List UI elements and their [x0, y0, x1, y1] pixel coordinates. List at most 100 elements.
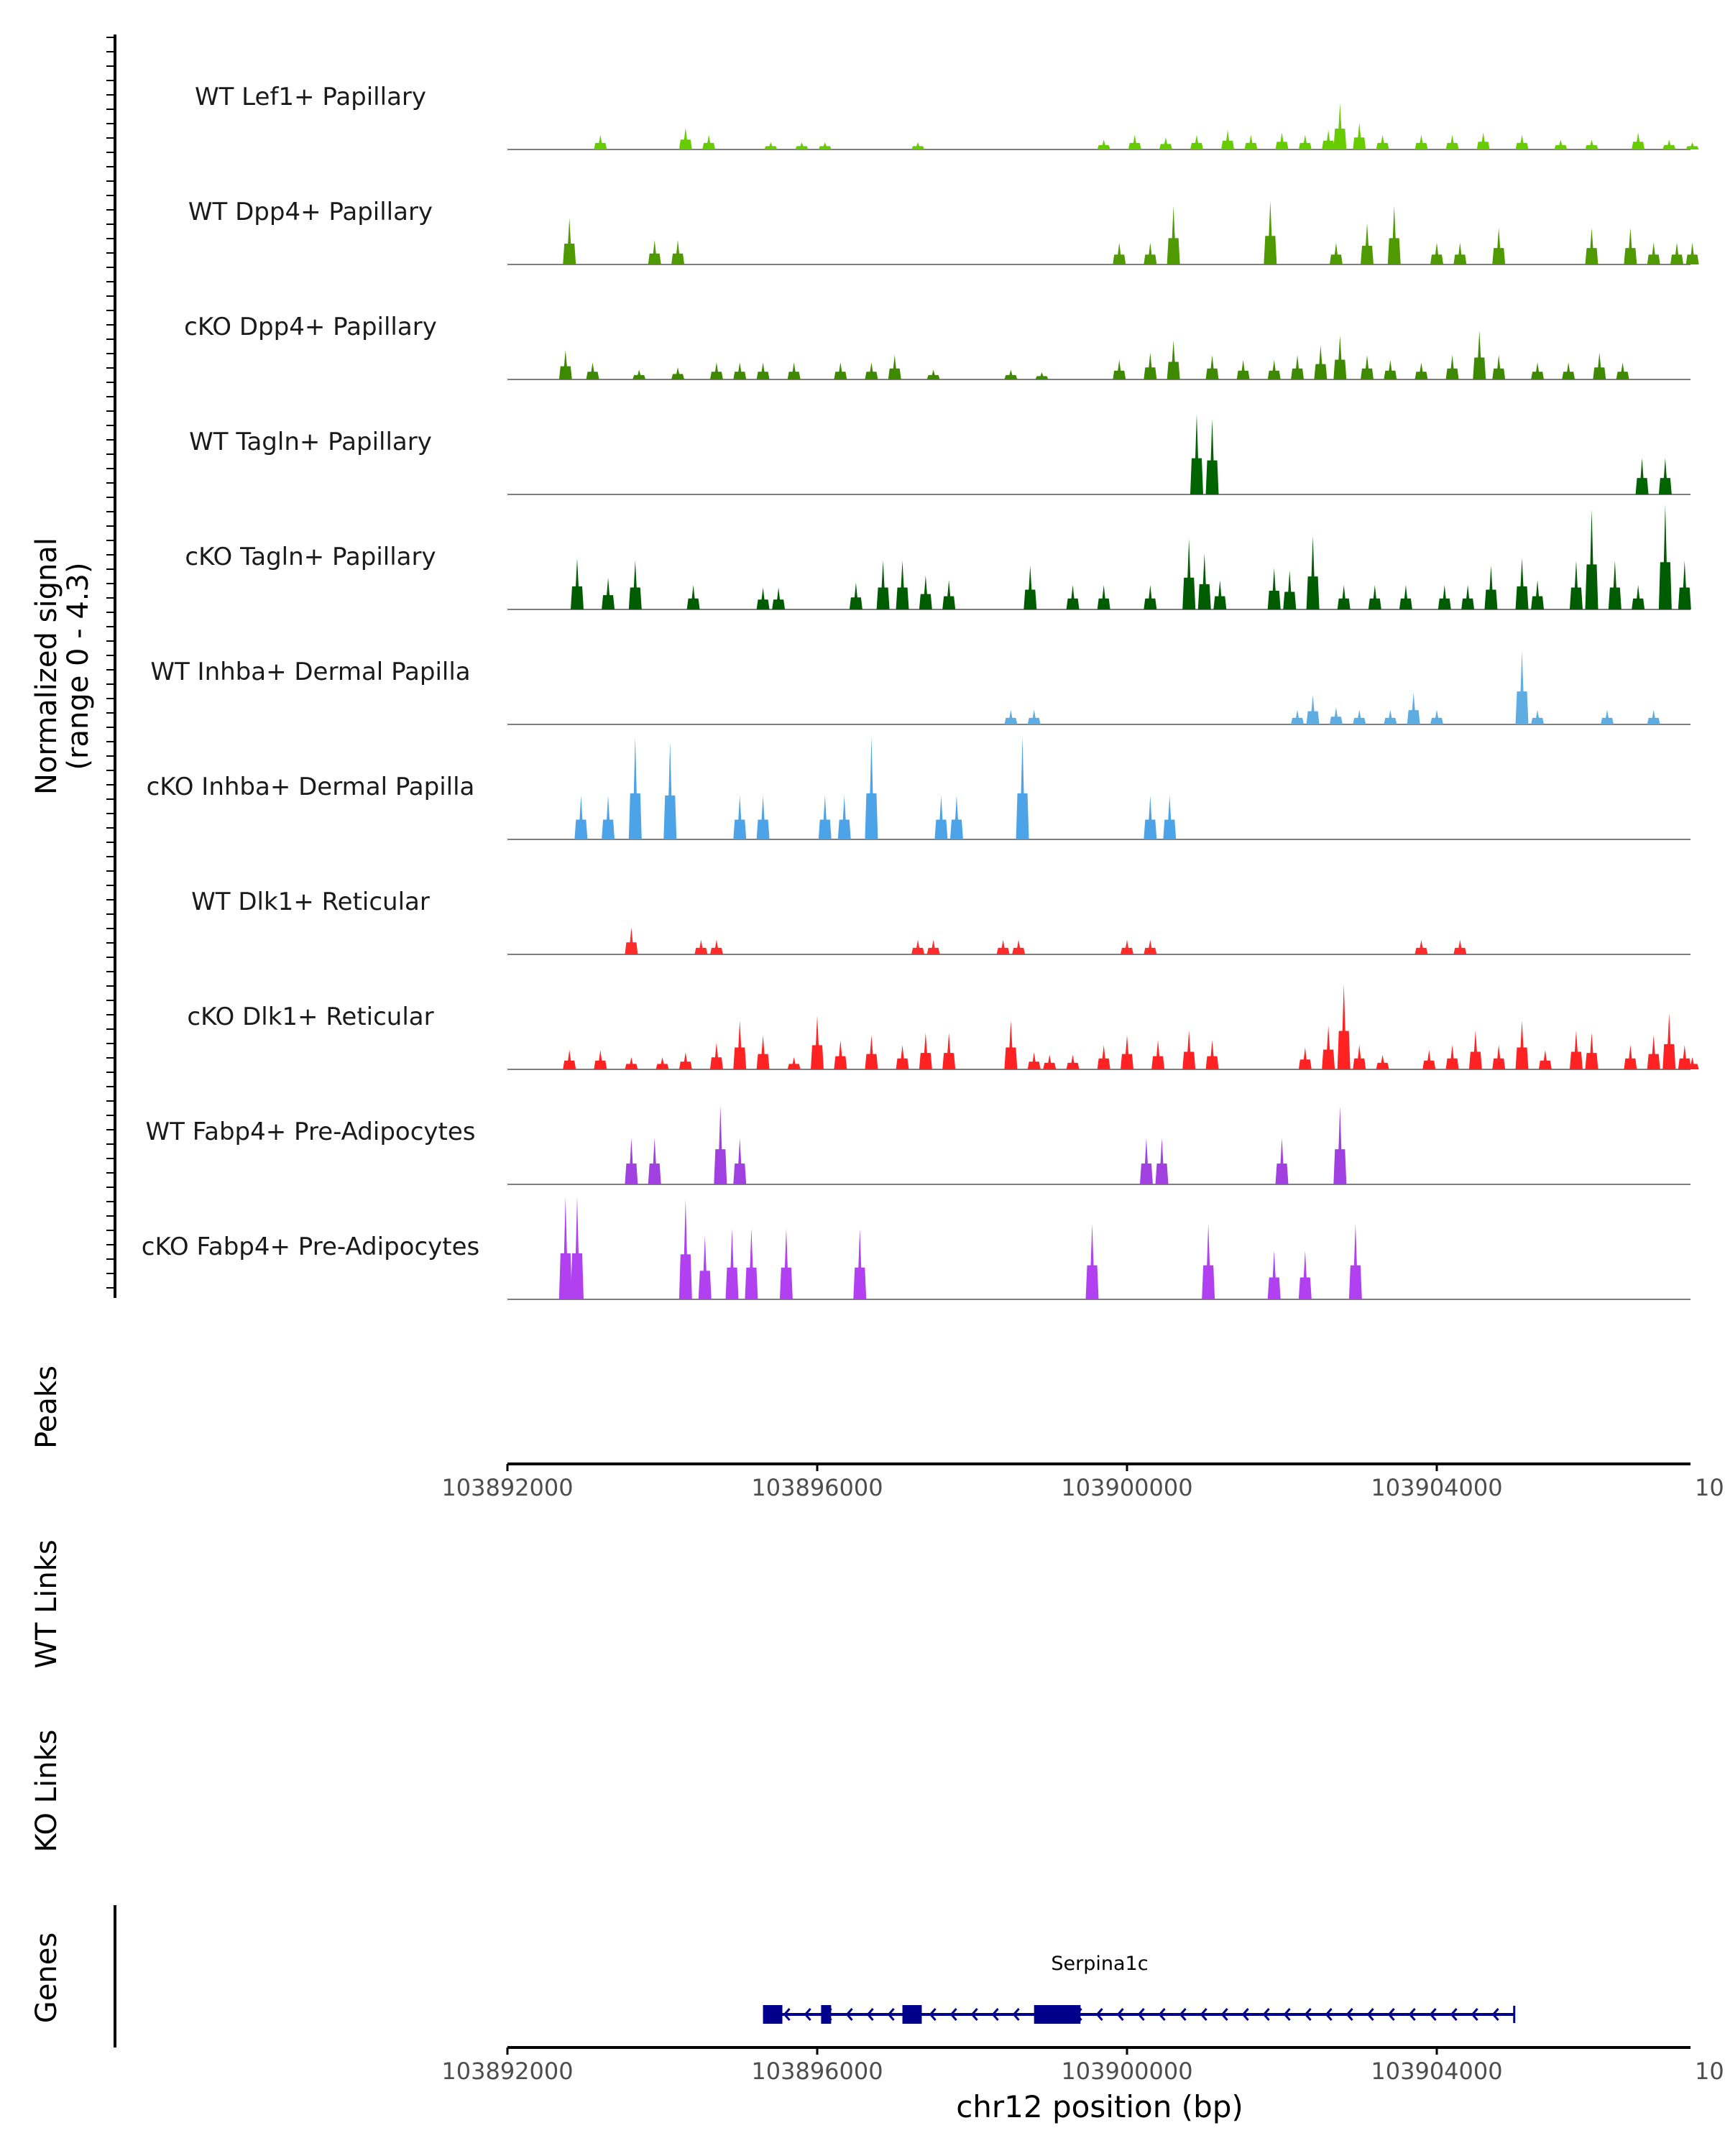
signal-peak [570, 558, 584, 609]
signal-peak [1085, 1223, 1099, 1299]
signal-peak [1438, 585, 1451, 609]
signal-peak [1306, 695, 1320, 724]
genes-track-label: Genes [30, 1932, 63, 2023]
signal-peak [648, 1138, 661, 1184]
signal-peak [1387, 206, 1401, 264]
signal-peak [1205, 1040, 1219, 1069]
signal-peak [1024, 565, 1037, 609]
signal-peak [663, 742, 677, 839]
signal-peak [1453, 939, 1467, 954]
signal-peak [1190, 413, 1203, 494]
signal-peak [1182, 1030, 1196, 1069]
signal-peak [1662, 1013, 1676, 1069]
signal-peak [1291, 709, 1305, 724]
signal-peak [1066, 1054, 1080, 1069]
signal-peak [1121, 939, 1133, 954]
strand-arrow [1137, 2008, 1145, 2021]
signal-peak [911, 939, 925, 954]
signal-peak [1004, 1021, 1018, 1069]
strand-arrow [845, 2008, 853, 2021]
signal-peak [1027, 709, 1041, 724]
signal-peak [1658, 505, 1672, 609]
signal-peak [1685, 142, 1699, 149]
signal-peak [625, 1057, 638, 1069]
x-tick-label: 103892000 [441, 2058, 573, 2085]
signal-peak [558, 1197, 572, 1299]
signal-peak [1562, 362, 1576, 379]
signal-peak [1182, 538, 1196, 609]
coverage-track: WT Inhba+ Dermal Papilla [150, 651, 1690, 725]
signal-peak [1647, 709, 1660, 724]
signal-peak [1468, 1030, 1482, 1069]
signal-peak [1515, 1021, 1529, 1069]
signal-peak [1658, 458, 1672, 494]
signal-peak [1361, 355, 1374, 379]
signal-peak [1632, 585, 1645, 609]
signal-peak [709, 1042, 723, 1069]
signal-peak [1329, 707, 1343, 724]
signal-peak [648, 240, 661, 264]
y-axis-label-line1: Normalized signal [30, 538, 63, 795]
signal-peak [811, 1015, 824, 1069]
strand-arrow [783, 2008, 791, 2021]
signal-peak [671, 240, 685, 264]
signal-peak [733, 1021, 747, 1069]
signal-peak [733, 362, 747, 379]
signal-peak [709, 939, 723, 954]
signal-peak [795, 142, 809, 149]
signal-peak [1585, 509, 1598, 609]
signal-peak [725, 1228, 739, 1299]
signal-peak [1585, 1033, 1598, 1069]
signal-peak [818, 142, 832, 149]
signal-peak [709, 362, 723, 379]
track-label: WT Inhba+ Dermal Papilla [150, 658, 470, 686]
x-axis-bottom: 103892000 103896000 103900000 103904000 1039… [441, 2046, 1725, 2085]
strand-arrow [1304, 2008, 1312, 2021]
strand-arrow [1408, 2008, 1416, 2021]
signal-peak [1368, 585, 1381, 609]
signal-peak [1531, 709, 1545, 724]
signal-peak [1662, 139, 1676, 149]
signal-peak [1275, 132, 1289, 149]
signal-peak [1422, 1049, 1436, 1069]
coverage-track: cKO Tagln+ Papillary [185, 505, 1691, 610]
signal-peak [1306, 536, 1320, 609]
signal-peak [853, 1228, 867, 1299]
signal-peak [1647, 1035, 1660, 1069]
signal-peak [678, 1052, 692, 1069]
signal-peak [1361, 223, 1374, 264]
signal-peak [1333, 103, 1347, 149]
signal-peak [1213, 580, 1227, 609]
signal-peak [1685, 1057, 1699, 1069]
signal-peak [1445, 1045, 1459, 1069]
signal-peak [949, 795, 963, 839]
gene-exon [821, 2005, 832, 2024]
signal-peak [1569, 1030, 1583, 1069]
coverage-tracks: WT Lef1+ Papillary WT Dpp4+ Papillary cKO … [142, 83, 1699, 1300]
signal-peak [602, 577, 615, 609]
strand-arrow [1179, 2008, 1187, 2021]
signal-peak [1197, 553, 1211, 609]
coverage-track: cKO Dlk1+ Reticular [187, 984, 1699, 1070]
signal-peak [834, 1040, 847, 1069]
coverage-track: WT Tagln+ Papillary [189, 413, 1690, 495]
signal-peak [1298, 1250, 1312, 1299]
signal-peak [834, 362, 847, 379]
gene-exon [763, 2005, 783, 2024]
signal-peak [1329, 242, 1343, 264]
signal-peak [1492, 1045, 1506, 1069]
signal-peak [1205, 355, 1219, 379]
signal-peak [1043, 1054, 1057, 1069]
signal-peak [678, 127, 692, 149]
signal-peak [1484, 565, 1498, 609]
signal-peak [1647, 242, 1660, 264]
signal-peak [1473, 331, 1486, 379]
track-label: WT Lef1+ Papillary [195, 83, 426, 111]
signal-peak [1353, 1045, 1366, 1069]
signal-peak [586, 362, 599, 379]
coverage-track: cKO Dpp4+ Papillary [184, 313, 1690, 380]
signal-peak [558, 350, 572, 379]
strand-arrow [949, 2008, 957, 2021]
signal-peak [779, 1228, 793, 1299]
signal-peak [865, 362, 878, 379]
